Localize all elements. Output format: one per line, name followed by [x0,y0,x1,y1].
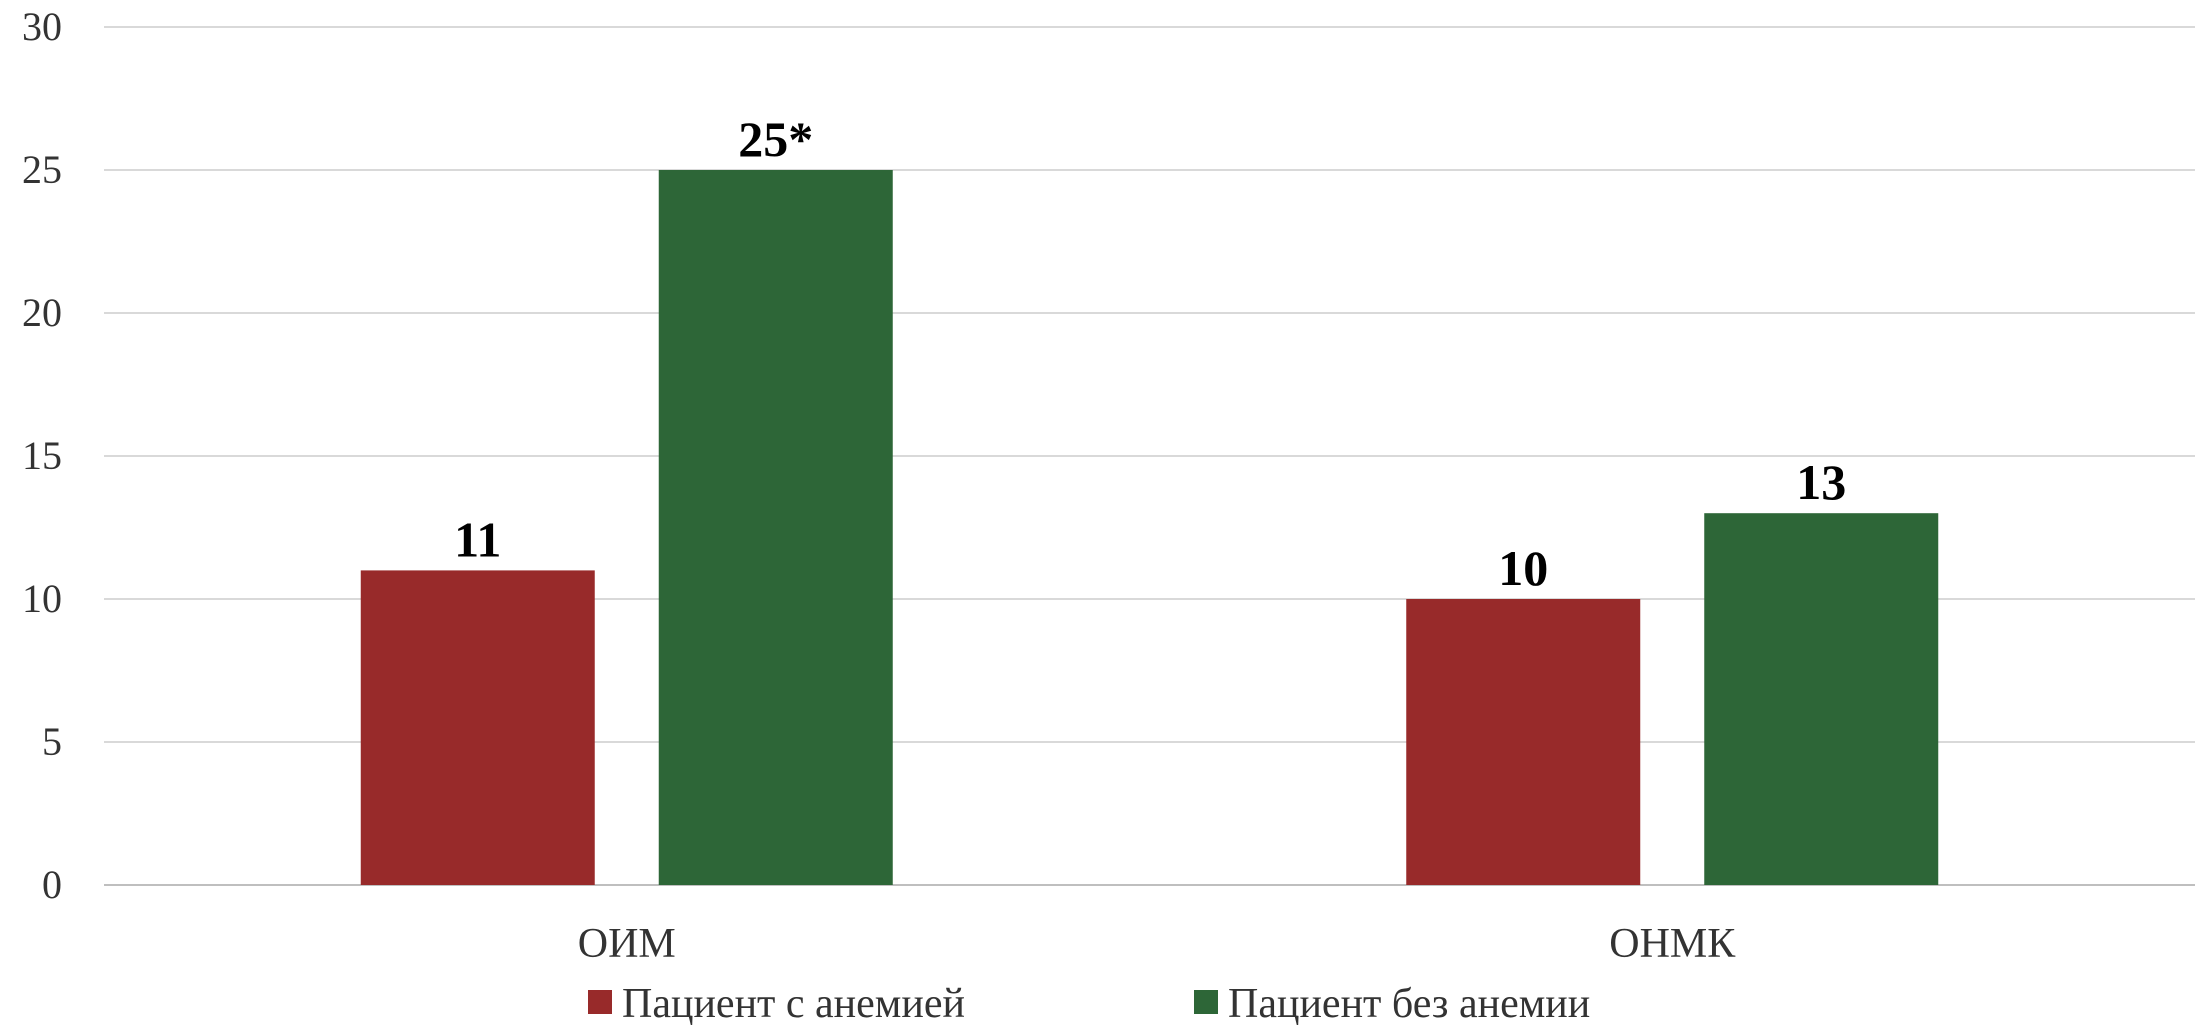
bar-value-label: 10 [1498,540,1548,596]
y-tick-label: 25 [22,147,62,192]
bar-without-anemia [658,170,893,885]
x-category-label: ОИМ [578,921,676,967]
y-tick-label: 30 [22,4,62,49]
bar-value-label: 11 [454,511,501,567]
bar-with-anemia [360,570,595,885]
y-axis-ticks: 0 5 10 15 20 25 30 [22,4,62,907]
y-tick-label: 5 [42,719,62,764]
bar-with-anemia [1406,599,1641,885]
y-tick-label: 0 [42,862,62,907]
bar-without-anemia [1704,513,1939,885]
legend-swatch [588,990,612,1014]
legend: Пациент с анемией Пациент без анемии [588,981,1590,1025]
bar-value-label: 13 [1796,454,1846,510]
bars [360,170,1939,885]
legend-swatch [1194,990,1218,1014]
y-tick-label: 20 [22,290,62,335]
x-axis-categories: ОИМ ОНМК [578,921,1736,967]
bar-value-label: 25* [738,111,813,167]
y-tick-label: 10 [22,576,62,621]
y-tick-label: 15 [22,433,62,478]
data-labels: 11 25* 10 13 [454,111,1846,596]
legend-label: Пациент без анемии [1228,981,1590,1025]
legend-label: Пациент с анемией [622,981,965,1025]
x-category-label: ОНМК [1609,921,1736,967]
